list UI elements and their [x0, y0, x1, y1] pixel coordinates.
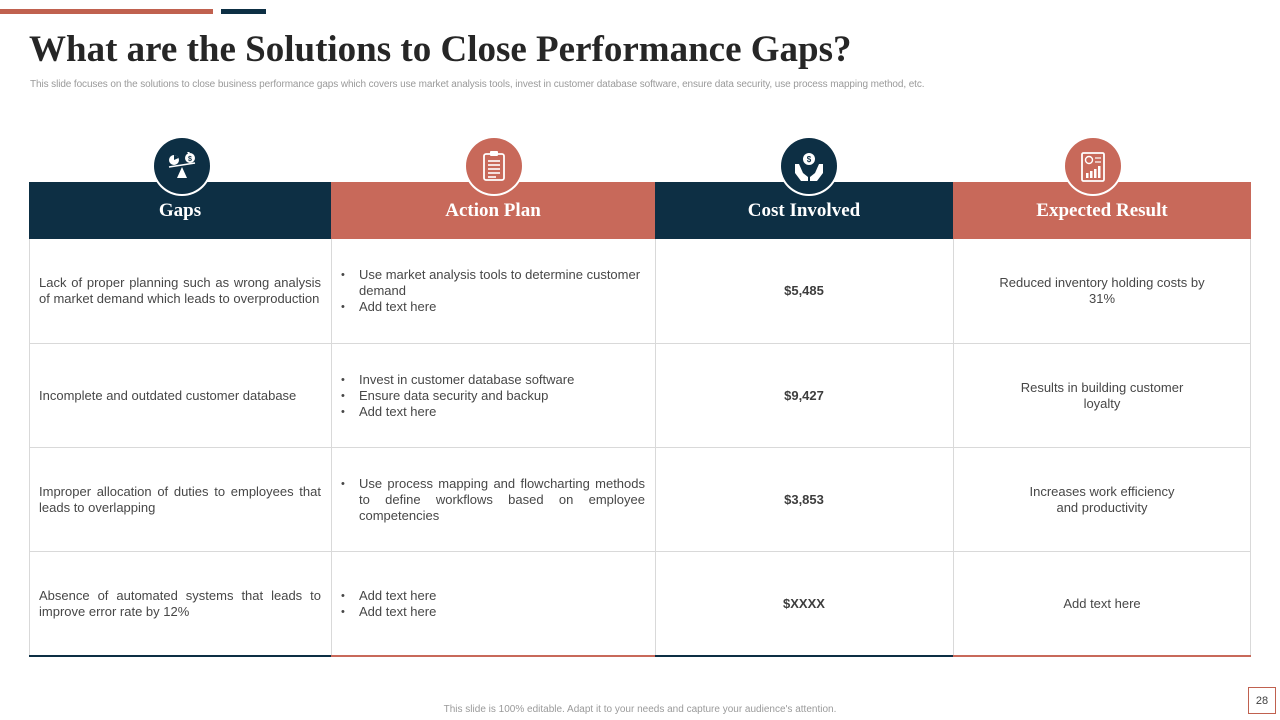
- action-item: Use market analysis tools to determine c…: [339, 267, 645, 299]
- action-item: Add text here: [339, 299, 645, 315]
- solutions-table: Gaps Action Plan Cost Involved Expected …: [29, 182, 1251, 657]
- bottom-accent-line: [655, 655, 953, 657]
- table-header: Gaps Action Plan Cost Involved Expected …: [29, 182, 1251, 239]
- result-cell: Increases work efficiency and productivi…: [1029, 483, 1175, 515]
- clipboard-icon: [466, 138, 522, 194]
- bottom-accent-line: [953, 655, 1251, 657]
- table-divider: [1250, 239, 1251, 657]
- table-divider: [29, 447, 1251, 448]
- cost-cell: $5,485: [784, 283, 824, 298]
- svg-text:$: $: [807, 155, 812, 164]
- result-cell: Reduced inventory holding costs by 31%: [999, 275, 1205, 306]
- action-item: Add text here: [339, 404, 574, 420]
- bottom-accent-line: [331, 655, 655, 657]
- action-item: Ensure data security and backup: [339, 388, 574, 404]
- table-divider: [331, 239, 332, 657]
- action-plan-cell: Add text here Add text here: [339, 552, 645, 656]
- action-item: Add text here: [339, 588, 436, 604]
- page-number: 28: [1248, 687, 1276, 714]
- action-plan-cell: Use process mapping and flowcharting met…: [339, 448, 645, 551]
- table-divider: [29, 239, 30, 657]
- report-chart-icon: [1065, 138, 1121, 194]
- action-list: Use process mapping and flowcharting met…: [339, 476, 645, 524]
- svg-text:$: $: [188, 156, 192, 163]
- money-hands-icon: $: [781, 138, 837, 194]
- action-plan-cell: Invest in customer database software Ens…: [339, 344, 645, 447]
- slide-title: What are the Solutions to Close Performa…: [29, 29, 852, 70]
- result-cell: Add text here: [1063, 596, 1141, 611]
- gap-cell: Incomplete and outdated customer databas…: [39, 387, 297, 403]
- slide-subtitle: This slide focuses on the solutions to c…: [30, 79, 925, 90]
- balance-scale-icon: $: [154, 138, 210, 194]
- result-cell: Results in building customer loyalty: [1020, 379, 1184, 411]
- gap-cell: Absence of automated systems that leads …: [39, 588, 321, 619]
- table-divider: [655, 239, 656, 657]
- action-list: Use market analysis tools to determine c…: [339, 267, 645, 315]
- table-divider: [953, 239, 954, 657]
- gap-cell: Lack of proper planning such as wrong an…: [39, 275, 321, 306]
- top-accent-bar-navy: [221, 9, 266, 14]
- gap-cell: Improper allocation of duties to employe…: [39, 483, 321, 515]
- action-plan-cell: Use market analysis tools to determine c…: [339, 239, 645, 343]
- table-divider: [29, 551, 1251, 552]
- action-item: Use process mapping and flowcharting met…: [339, 476, 645, 524]
- action-list: Invest in customer database software Ens…: [339, 372, 574, 420]
- action-list: Add text here Add text here: [339, 588, 436, 620]
- cost-cell: $3,853: [784, 491, 824, 507]
- slide-footer: This slide is 100% editable. Adapt it to…: [443, 704, 837, 715]
- cost-cell: $XXXX: [783, 596, 825, 611]
- cost-cell: $9,427: [784, 387, 824, 403]
- bottom-accent-line: [29, 655, 331, 657]
- table-divider: [29, 343, 1251, 344]
- action-item: Add text here: [339, 604, 436, 620]
- action-item: Invest in customer database software: [339, 372, 574, 388]
- top-accent-bar-red: [0, 9, 213, 14]
- header-gaps: Gaps: [29, 182, 331, 239]
